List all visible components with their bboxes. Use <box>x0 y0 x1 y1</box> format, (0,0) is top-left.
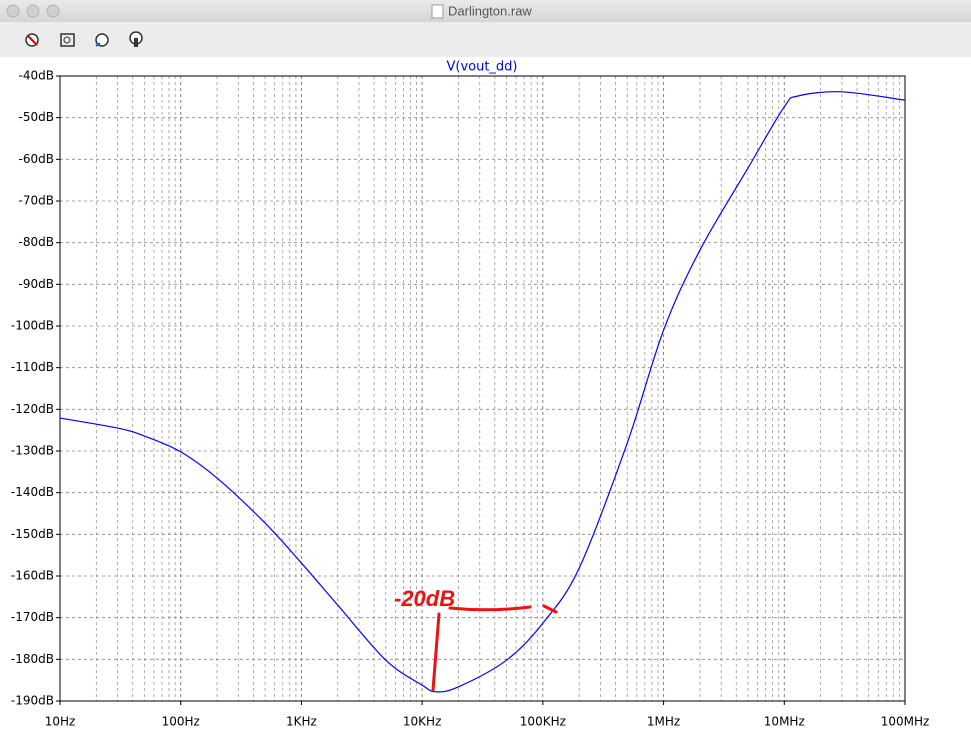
plot-panel <box>0 57 971 732</box>
toolbar <box>0 22 971 57</box>
y-tick-label: -190dB <box>11 694 54 708</box>
y-tick-label: -150dB <box>11 527 54 541</box>
series-line <box>59 91 906 693</box>
y-tick-label: -120dB <box>11 402 54 416</box>
x-tick-label: 10KHz <box>403 715 441 729</box>
x-tick-label: 100Hz <box>162 715 200 729</box>
x-tick-label: 10Hz <box>45 715 76 729</box>
y-tick-label: -180dB <box>11 652 54 666</box>
annotation: -20dB <box>394 586 455 611</box>
close-button[interactable] <box>6 4 20 18</box>
file-icon <box>431 4 444 19</box>
y-tick-label: -140dB <box>11 485 54 499</box>
title-bar <box>0 0 971 22</box>
y-tick-label: -160dB <box>11 569 54 583</box>
x-tick-label: 1MHz <box>647 715 680 729</box>
x-tick-label: 100KHz <box>520 715 566 729</box>
y-tick-label: -50dB <box>19 110 54 124</box>
tool-probe[interactable] <box>129 31 143 47</box>
chart-title: V(vout_dd) <box>446 60 517 75</box>
window-title: Darlington.raw <box>448 3 532 18</box>
x-tick-label: 10MHz <box>764 715 805 729</box>
x-tick-label: 1KHz <box>286 715 317 729</box>
y-tick-label: -60dB <box>19 152 54 166</box>
annotation-marks <box>431 604 558 692</box>
tool-zoom-fit[interactable] <box>60 33 75 47</box>
y-tick-label: -100dB <box>11 319 54 333</box>
plot-area: -40dB -50dB -60dB -70dB -80dB -90dB -100dB -110… <box>11 69 929 729</box>
y-tick-label: -90dB <box>19 277 54 291</box>
y-tick-label: -110dB <box>11 360 54 374</box>
y-tick-label: -40dB <box>19 69 54 83</box>
plot-frame <box>59 75 906 702</box>
y-tick-label: -170dB <box>11 610 54 624</box>
y-tick-label: -80dB <box>19 235 54 249</box>
x-tick-label: 100MHz <box>881 715 930 729</box>
y-tick-label: -130dB <box>11 444 54 458</box>
minimize-button[interactable] <box>26 4 40 18</box>
y-tick-label: -70dB <box>19 194 54 208</box>
tool-zoom-out[interactable] <box>25 33 39 47</box>
tool-undo-zoom[interactable] <box>95 33 109 47</box>
zoom-button[interactable] <box>46 4 60 18</box>
